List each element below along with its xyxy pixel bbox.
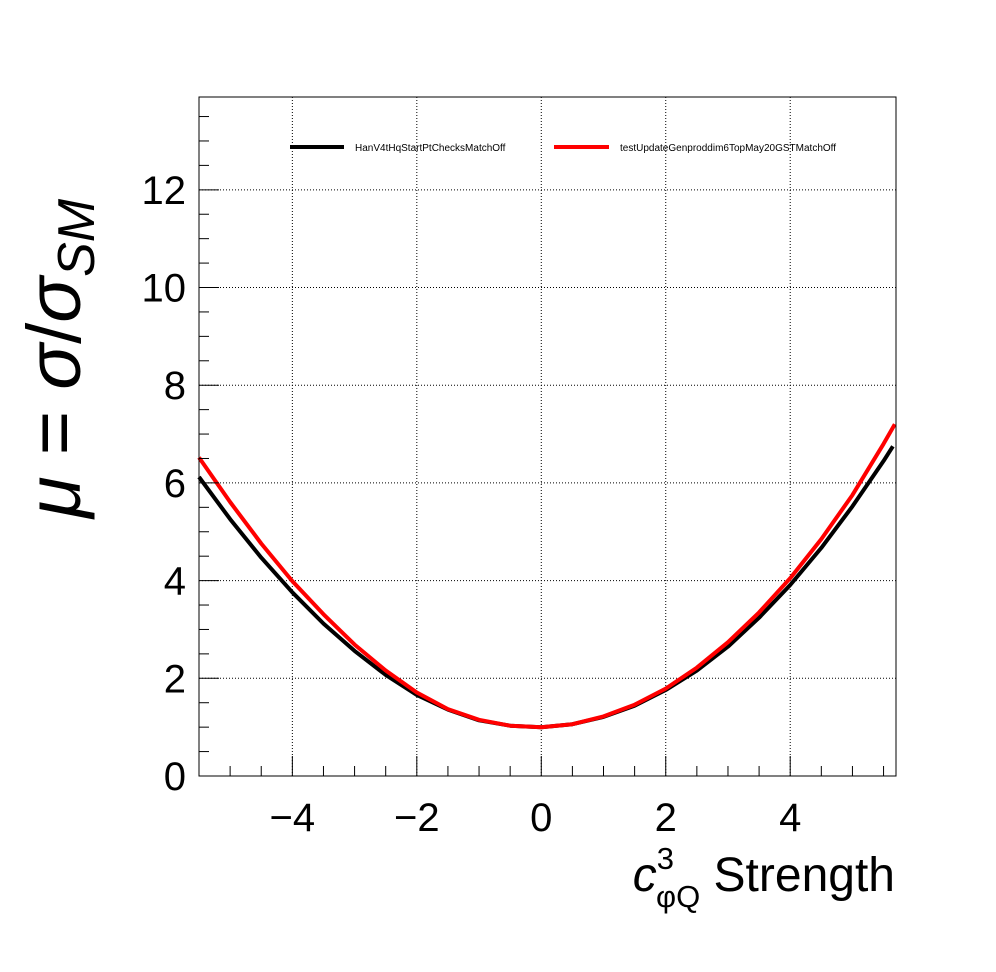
series-layer (197, 423, 897, 730)
x-tick-label: 0 (530, 796, 552, 840)
y-axis-sigma-sm: σ (12, 274, 97, 323)
y-axis-slash: / (12, 322, 97, 344)
y-tick-label: 4 (164, 560, 186, 604)
x-axis-symbol: c (633, 849, 657, 902)
y-tick-label: 8 (164, 364, 186, 408)
series-line-0 (197, 445, 895, 730)
legend-label-0: HanV4tHqStartPtChecksMatchOff (355, 143, 506, 154)
grid (199, 97, 896, 776)
y-tick-label: 10 (142, 267, 187, 311)
y-tick-labels: 0 2 4 6 8 10 12 (142, 169, 187, 799)
axis-ticks (198, 116, 885, 777)
x-axis-superscript: 3 (657, 841, 674, 876)
x-tick-label: −2 (394, 796, 440, 840)
y-tick-label: 6 (164, 462, 186, 506)
y-axis-subscript: SM (48, 198, 106, 277)
y-tick-label: 2 (164, 657, 186, 701)
y-tick-label: 12 (142, 169, 187, 213)
plot-frame (198, 96, 897, 777)
series-line-1 (197, 423, 897, 730)
legend: HanV4tHqStartPtChecksMatchOff testUpdate… (290, 143, 836, 154)
x-axis-subscript: φQ (656, 879, 700, 914)
y-axis-sigma: σ (12, 341, 97, 390)
y-axis-title: μ = σ/σSM (12, 198, 106, 520)
legend-label-1: testUpdateGenproddim6TopMay20GSTMatchOff (620, 143, 836, 154)
x-tick-label: 2 (655, 796, 677, 840)
x-tick-labels: −4 −2 0 2 4 (270, 796, 802, 840)
x-axis-title: c3 φQ Strength (633, 841, 895, 914)
x-tick-label: 4 (779, 796, 801, 840)
x-axis-suffix: Strength (700, 849, 895, 902)
y-axis-mu: μ (12, 476, 97, 520)
y-axis-equals: = (12, 390, 97, 477)
x-tick-label: −4 (270, 796, 316, 840)
y-tick-label: 0 (164, 755, 186, 799)
